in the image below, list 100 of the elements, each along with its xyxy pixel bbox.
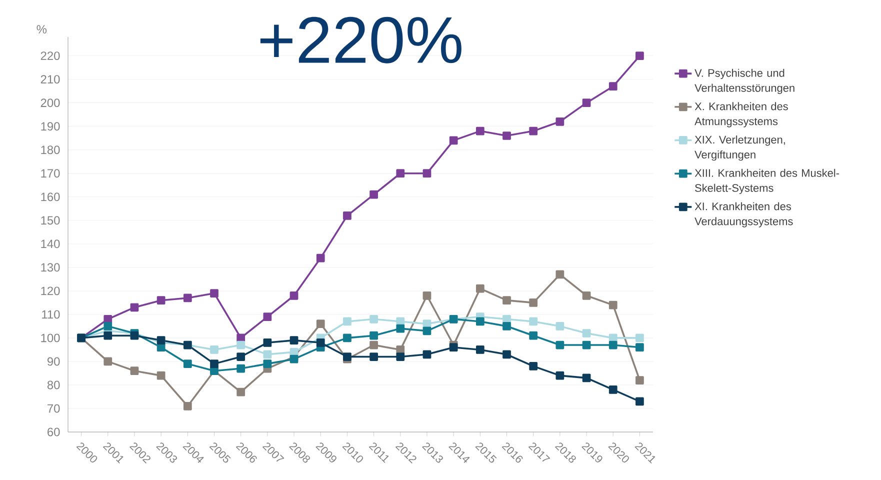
point [449,136,458,145]
y-tick-label: 190 [41,122,60,131]
point [529,362,538,370]
point [396,169,405,178]
legend-label: X. Krankheiten des Atmungssystems [694,102,788,128]
point [556,371,564,380]
point [290,354,298,364]
y-tick-label: 100 [41,334,60,342]
point [370,340,378,350]
point [370,331,378,340]
y-tick-label: 200 [40,98,60,108]
point [529,331,538,340]
point [636,343,644,352]
point [502,322,511,330]
point [263,350,272,359]
point [156,336,166,344]
point [422,291,432,300]
point [236,340,246,350]
point [343,352,352,361]
point [263,338,272,347]
point [608,300,618,310]
point [582,98,591,108]
point [156,296,166,305]
point [582,329,591,338]
point [263,360,272,368]
y-tick-label: 120 [41,286,60,296]
point [370,352,378,361]
annotation: +220% [260,16,462,64]
point [104,331,112,340]
point [236,388,246,396]
point [370,314,378,324]
point [502,296,511,305]
point [396,352,405,361]
legend-label: V. Psychische und Verhaltensstörungen [694,68,794,94]
point [556,117,564,126]
point [476,346,484,354]
point [636,52,644,60]
point [556,322,564,330]
y-tick-label: 70 [48,404,60,413]
point [290,291,298,300]
y-tick-label: 110 [42,310,60,319]
point [582,340,591,350]
point [422,326,432,336]
point [130,366,139,376]
point [529,317,538,326]
point [343,334,352,342]
y-tick-label: 140 [41,240,60,248]
point [476,126,484,136]
point [636,334,644,342]
y-tick-label: 130 [41,263,60,272]
point [556,340,564,350]
point [476,284,484,293]
point [236,352,246,361]
y-tick-label: 180 [41,146,60,154]
y-tick-label: 160 [41,192,60,202]
y-tick-label: 220 [40,52,60,60]
point [104,357,112,366]
point [502,132,511,140]
y-axis-title: % [36,25,47,34]
point [636,397,644,406]
y-tick-label: 210 [40,75,60,84]
point [502,350,511,359]
point [183,360,192,368]
point [210,360,218,368]
legend-label: XIX. Verletzungen, Vergiftungen [694,136,785,161]
point [183,294,192,302]
point [582,374,591,382]
point [370,190,378,199]
point [316,254,325,262]
point [608,340,618,350]
point [210,289,218,298]
point [316,320,325,328]
point [422,169,432,178]
point [636,376,644,384]
point [529,298,538,307]
point [290,336,298,344]
point [130,331,139,340]
y-tick-label: 90 [47,357,60,366]
point [130,303,139,312]
legend-label: XIII. Krankheiten des Muskel-Skelett-Systems [694,168,839,194]
point [556,270,564,279]
point [476,317,484,326]
point [236,364,246,373]
point [529,126,538,136]
point [608,82,618,91]
point [316,338,325,347]
legend-label: XI. Krankheiten des Verdauungssystems [694,202,793,228]
point [343,212,352,220]
point [396,324,405,333]
point [343,317,352,326]
point [210,346,218,354]
y-tick-label: 80 [47,380,60,390]
point [582,291,591,300]
y-tick-label: 60 [48,428,60,436]
point [156,371,166,380]
point [449,343,458,352]
point [422,350,432,359]
point [183,402,192,410]
point [263,312,272,321]
y-tick-label: 170 [41,169,60,178]
